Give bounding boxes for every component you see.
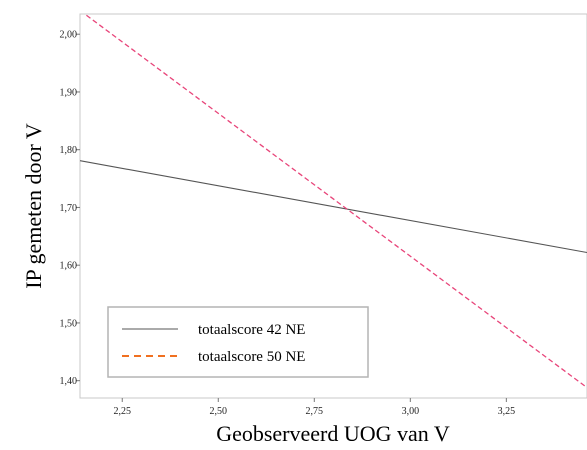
x-tick-label: 2,50 xyxy=(210,406,228,417)
y-tick-label: 1,80 xyxy=(60,145,78,156)
y-axis: 1,40 1,50 1,60 1,70 1,80 1,90 2,00 xyxy=(60,30,80,387)
x-tick-label: 3,00 xyxy=(402,406,420,417)
series-line-totaalscore-42-ne xyxy=(80,160,587,254)
legend-label-totaalscore-50: totaalscore 50 NE xyxy=(198,349,305,365)
x-tick-label: 2,25 xyxy=(114,406,132,417)
x-axis: 2,25 2,50 2,75 3,00 3,25 xyxy=(114,398,516,417)
series-line-totaalscore-50-ne xyxy=(83,14,587,389)
legend-box xyxy=(107,306,369,378)
legend-label-totaalscore-42: totaalscore 42 NE xyxy=(198,322,305,338)
y-tick-label: 2,00 xyxy=(60,30,78,41)
y-tick-label: 1,60 xyxy=(60,261,78,272)
x-axis-title: Geobserveerd UOG van V xyxy=(216,421,450,445)
x-tick-label: 2,75 xyxy=(306,406,324,417)
y-tick-label: 1,50 xyxy=(60,318,78,329)
y-tick-label: 1,40 xyxy=(60,376,78,387)
y-tick-label: 1,90 xyxy=(60,87,78,98)
legend: totaalscore 42 NE totaalscore 50 NE xyxy=(107,306,369,378)
y-axis-title: IP gemeten door V xyxy=(21,123,46,289)
x-tick-label: 3,25 xyxy=(498,406,516,417)
series-layer xyxy=(80,14,587,389)
y-tick-label: 1,70 xyxy=(60,203,78,214)
